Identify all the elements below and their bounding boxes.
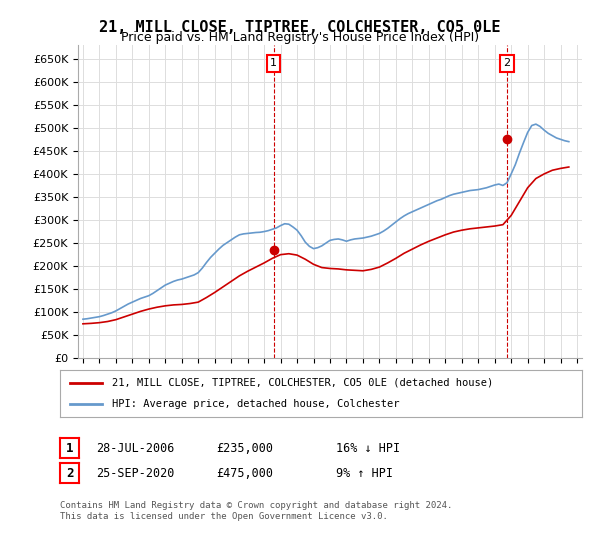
Text: 25-SEP-2020: 25-SEP-2020: [96, 466, 175, 480]
Text: 21, MILL CLOSE, TIPTREE, COLCHESTER, CO5 0LE (detached house): 21, MILL CLOSE, TIPTREE, COLCHESTER, CO5…: [112, 378, 493, 388]
Text: 1: 1: [270, 58, 277, 68]
Text: 2: 2: [66, 466, 73, 480]
Text: £475,000: £475,000: [216, 466, 273, 480]
Text: Contains HM Land Registry data © Crown copyright and database right 2024.
This d: Contains HM Land Registry data © Crown c…: [60, 501, 452, 521]
Text: 1: 1: [66, 441, 73, 455]
Text: 2: 2: [503, 58, 510, 68]
Text: 21, MILL CLOSE, TIPTREE, COLCHESTER, CO5 0LE: 21, MILL CLOSE, TIPTREE, COLCHESTER, CO5…: [99, 20, 501, 35]
Text: Price paid vs. HM Land Registry's House Price Index (HPI): Price paid vs. HM Land Registry's House …: [121, 31, 479, 44]
Text: £235,000: £235,000: [216, 441, 273, 455]
Text: 28-JUL-2006: 28-JUL-2006: [96, 441, 175, 455]
Text: 9% ↑ HPI: 9% ↑ HPI: [336, 466, 393, 480]
Text: HPI: Average price, detached house, Colchester: HPI: Average price, detached house, Colc…: [112, 399, 400, 409]
Text: 16% ↓ HPI: 16% ↓ HPI: [336, 441, 400, 455]
